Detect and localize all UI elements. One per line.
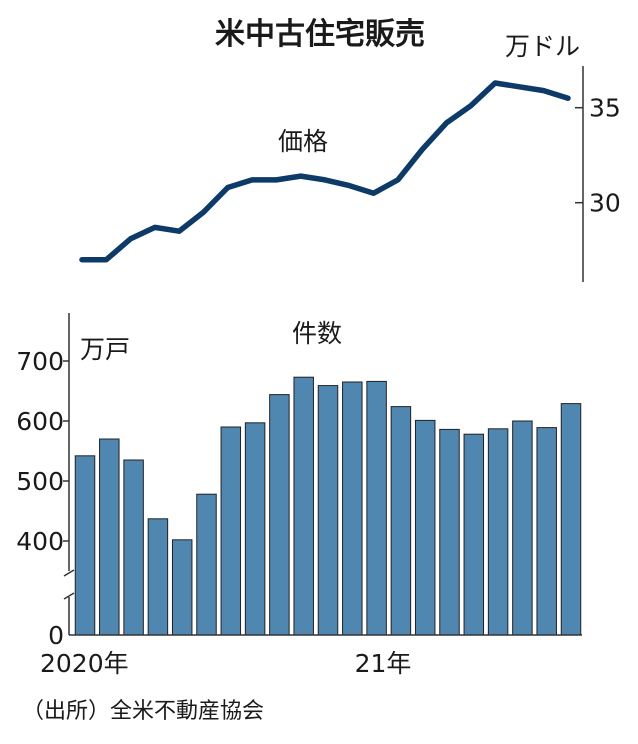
count-bar <box>172 540 192 635</box>
count-y-tick-label: 400 <box>16 527 64 556</box>
x-tick-label: 21年 <box>355 649 412 678</box>
count-y-tick-label: 500 <box>16 467 64 496</box>
x-tick-label: 2020年 <box>40 649 129 678</box>
count-bar <box>100 439 120 635</box>
source-note: （出所）全米不動産協会 <box>22 699 264 724</box>
count-series-label: 件数 <box>292 319 342 348</box>
count-bar <box>513 421 533 635</box>
count-bar <box>537 428 557 635</box>
count-bar <box>440 429 460 635</box>
count-bar <box>488 429 508 635</box>
count-bar <box>415 420 435 635</box>
count-bar <box>391 407 411 635</box>
price-line-chart <box>82 83 568 260</box>
count-bar <box>318 386 338 635</box>
count-bar <box>197 494 217 635</box>
count-bar <box>464 434 484 635</box>
count-bar <box>75 456 95 635</box>
count-bar <box>148 519 168 635</box>
price-unit-label: 万ドル <box>505 32 580 61</box>
price-series-label: 価格 <box>278 127 328 156</box>
price-y-tick-label: 35 <box>589 94 621 123</box>
count-bar <box>270 395 290 635</box>
price-y-tick-label: 30 <box>589 189 621 218</box>
count-y-tick-label: 700 <box>16 347 64 376</box>
count-y-tick-label: 0 <box>48 621 64 650</box>
count-bar <box>245 423 265 635</box>
count-bar <box>561 404 581 635</box>
count-bar <box>124 460 144 635</box>
count-y-tick-label: 600 <box>16 407 64 436</box>
count-bar <box>343 382 363 635</box>
price-line <box>82 83 568 260</box>
count-bar-chart <box>75 377 581 635</box>
price-axis: 30 35 <box>575 66 621 282</box>
count-unit-label: 万戸 <box>80 335 130 364</box>
chart-title: 米中古住宅販売 <box>215 17 425 52</box>
count-bar <box>294 377 314 635</box>
count-bar <box>367 381 387 635</box>
count-bar <box>221 427 241 635</box>
